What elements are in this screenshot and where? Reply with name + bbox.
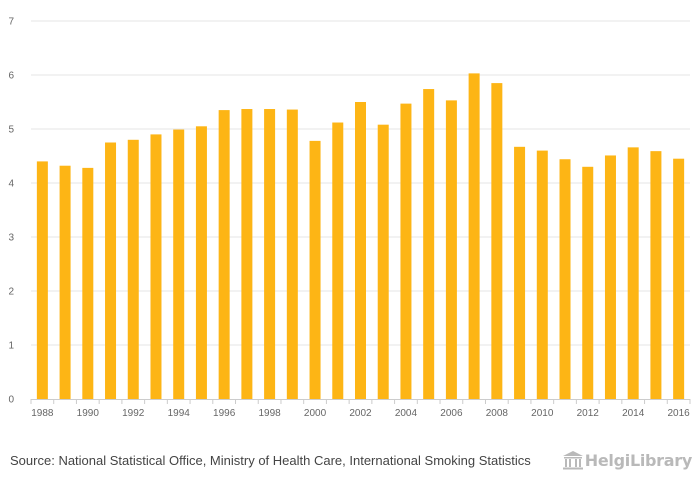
y-axis-labels: 0 1 2 3 4 5 6 7: [8, 17, 14, 406]
y-tick-label: 7: [8, 17, 14, 28]
x-axis-labels: 1988 1990 1992 1994 1996 1998 2000 2002 2004 2006…: [31, 408, 690, 419]
bar-2006[interactable]: [445, 100, 457, 399]
bar-2005[interactable]: [423, 89, 435, 399]
bar-1989[interactable]: [59, 165, 71, 399]
x-tick-label: 2006: [440, 408, 463, 419]
bar-1996[interactable]: [218, 110, 230, 399]
bar-1993[interactable]: [150, 134, 162, 399]
x-tick-label: 2012: [577, 408, 600, 419]
bar-1995[interactable]: [195, 126, 207, 400]
library-building-icon: [562, 451, 583, 470]
bar-1999[interactable]: [286, 109, 298, 399]
bar-2002[interactable]: [355, 102, 366, 399]
bar-1997[interactable]: [241, 109, 253, 400]
bar-2013[interactable]: [604, 155, 616, 399]
y-tick-label: 6: [8, 71, 14, 82]
bar-1994[interactable]: [173, 129, 185, 400]
bar-2000[interactable]: [309, 140, 321, 399]
bar-2004[interactable]: [400, 103, 412, 400]
x-tick-label: 2004: [395, 408, 418, 419]
bar-1988[interactable]: [36, 161, 48, 399]
x-tick-label: 1998: [258, 408, 281, 419]
bar-1992[interactable]: [127, 139, 139, 400]
source-label: Source:: [10, 453, 55, 468]
x-tick-label: 2008: [486, 408, 509, 419]
x-tick-label: 2002: [349, 408, 372, 419]
bar-2010[interactable]: [536, 150, 548, 399]
bar-2014[interactable]: [627, 147, 639, 399]
x-tick-label: 2000: [304, 408, 327, 419]
bar-1991[interactable]: [105, 142, 117, 400]
y-tick-label: 5: [8, 125, 14, 136]
y-tick-label: 2: [8, 287, 14, 298]
x-tick-label: 2016: [668, 408, 691, 419]
x-tick-label: 1994: [168, 408, 191, 419]
source-text: National Statistical Office, Ministry of…: [58, 453, 531, 468]
bar-2016[interactable]: [673, 158, 685, 399]
x-tick-label: 2010: [531, 408, 554, 419]
bar-2003[interactable]: [377, 124, 389, 400]
bars: [36, 73, 685, 400]
bar-chart: 0 1 2 3 4 5 6 7 1988 1990 1992 1994 1996 1998 2000 200…: [8, 17, 691, 419]
bar-2011[interactable]: [559, 159, 571, 399]
x-tick-label: 1992: [122, 408, 145, 419]
x-tick-label: 1988: [31, 408, 54, 419]
x-tick-label: 1990: [77, 408, 100, 419]
y-tick-label: 4: [8, 179, 14, 190]
bar-2001[interactable]: [332, 122, 344, 400]
y-tick-label: 1: [8, 341, 14, 352]
bar-2009[interactable]: [514, 146, 526, 399]
chart-footer: Source: National Statistical Office, Min…: [0, 448, 700, 500]
y-tick-label: 3: [8, 233, 14, 244]
source-note: Source: National Statistical Office, Min…: [10, 452, 550, 469]
bar-2012[interactable]: [582, 166, 594, 399]
x-axis-ticks: [30, 399, 691, 404]
bar-1998[interactable]: [264, 109, 276, 400]
helgilibrary-logo[interactable]: HelgiLibrary: [561, 450, 692, 470]
bar-1990[interactable]: [82, 167, 94, 399]
y-tick-label: 0: [8, 395, 14, 406]
bar-2015[interactable]: [650, 151, 662, 399]
bar-2007[interactable]: [468, 73, 480, 399]
x-tick-label: 1996: [213, 408, 236, 419]
bar-2008[interactable]: [491, 83, 503, 399]
logo-text: HelgiLibrary: [584, 450, 693, 470]
x-tick-label: 2014: [622, 408, 645, 419]
